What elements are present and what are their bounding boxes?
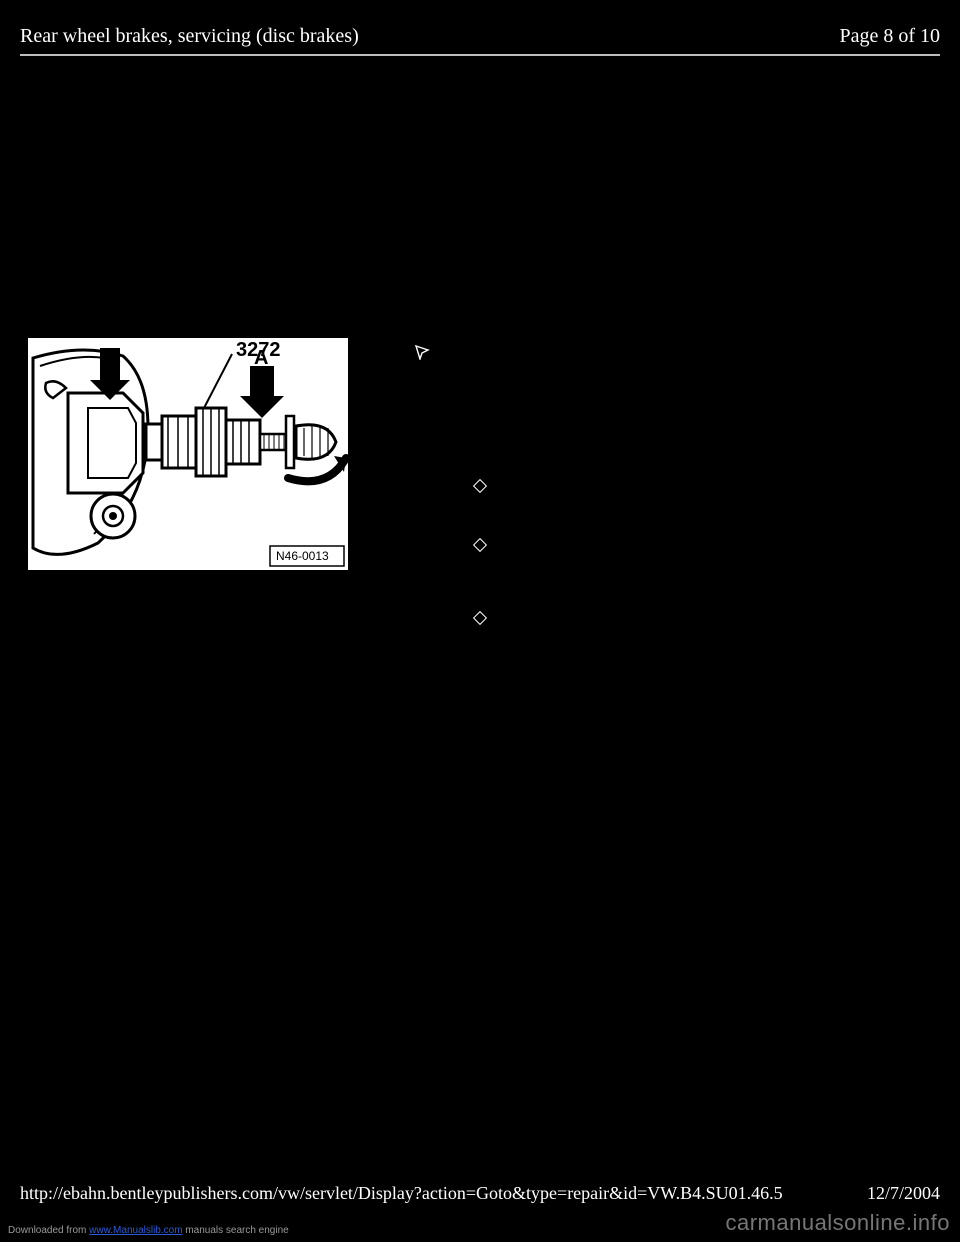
pointer-icon [414,344,430,360]
download-prefix: Downloaded from [8,1225,89,1236]
header-title: Rear wheel brakes, servicing (disc brake… [20,25,359,48]
watermark-text: carmanualsonline.info [725,1210,950,1236]
footer-date: 12/7/2004 [867,1183,940,1204]
page-header: Rear wheel brakes, servicing (disc brake… [20,22,940,56]
footer-url: http://ebahn.bentleypublishers.com/vw/se… [20,1183,783,1204]
download-link[interactable]: www.Manualslib.com [89,1225,182,1236]
figure-letter-label: A [254,347,268,369]
bullet-diamond-icon [473,611,487,625]
header-page-number: Page 8 of 10 [839,25,940,48]
bullet-diamond-icon [473,538,487,552]
service-figure: 3272 A N46-0013 [28,338,348,570]
download-suffix: manuals search engine [183,1225,289,1236]
figure-caption-code: N46-0013 [276,549,329,563]
page-footer: http://ebahn.bentleypublishers.com/vw/se… [20,1183,940,1204]
download-attribution: Downloaded from www.Manualslib.com manua… [8,1225,289,1236]
page-root: Rear wheel brakes, servicing (disc brake… [0,0,960,1242]
bullet-diamond-icon [473,479,487,493]
figure-svg: 3272 A N46-0013 [28,338,348,570]
